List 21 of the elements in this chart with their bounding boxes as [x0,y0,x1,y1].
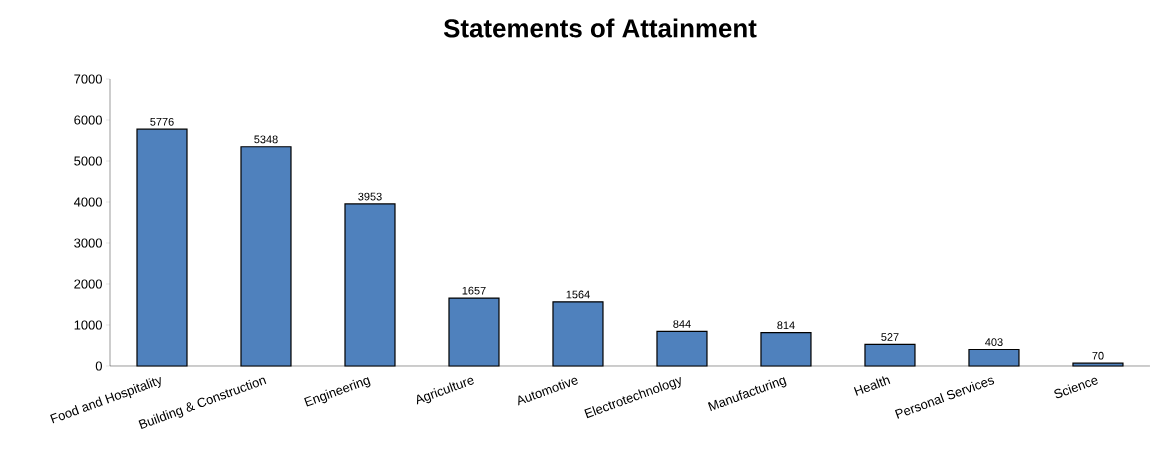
y-tick-label: 3000 [74,238,102,248]
data-label: 70 [1092,351,1104,360]
data-label: 403 [985,338,1003,346]
y-tick-label: 0 [95,361,102,371]
y-tick-label: 7000 [74,74,102,84]
x-tick-label: Health [853,376,891,396]
y-tick-label: 2000 [74,279,102,289]
data-label: 5348 [254,135,278,144]
data-label: 1564 [566,290,590,299]
y-tick-label: 5000 [74,156,102,166]
chart-title: Statements of Attainment [443,18,757,38]
y-tick-label: 1000 [74,320,102,330]
data-label: 1657 [462,286,486,295]
x-tick-label: Science [1054,377,1098,399]
y-tick-label: 6000 [74,115,102,125]
data-label: 844 [673,320,691,328]
data-label: 527 [881,333,899,341]
data-label: 3953 [358,192,382,201]
y-tick-label: 4000 [73,197,102,207]
data-label: 5776 [150,117,174,126]
data-label: 814 [777,321,795,330]
